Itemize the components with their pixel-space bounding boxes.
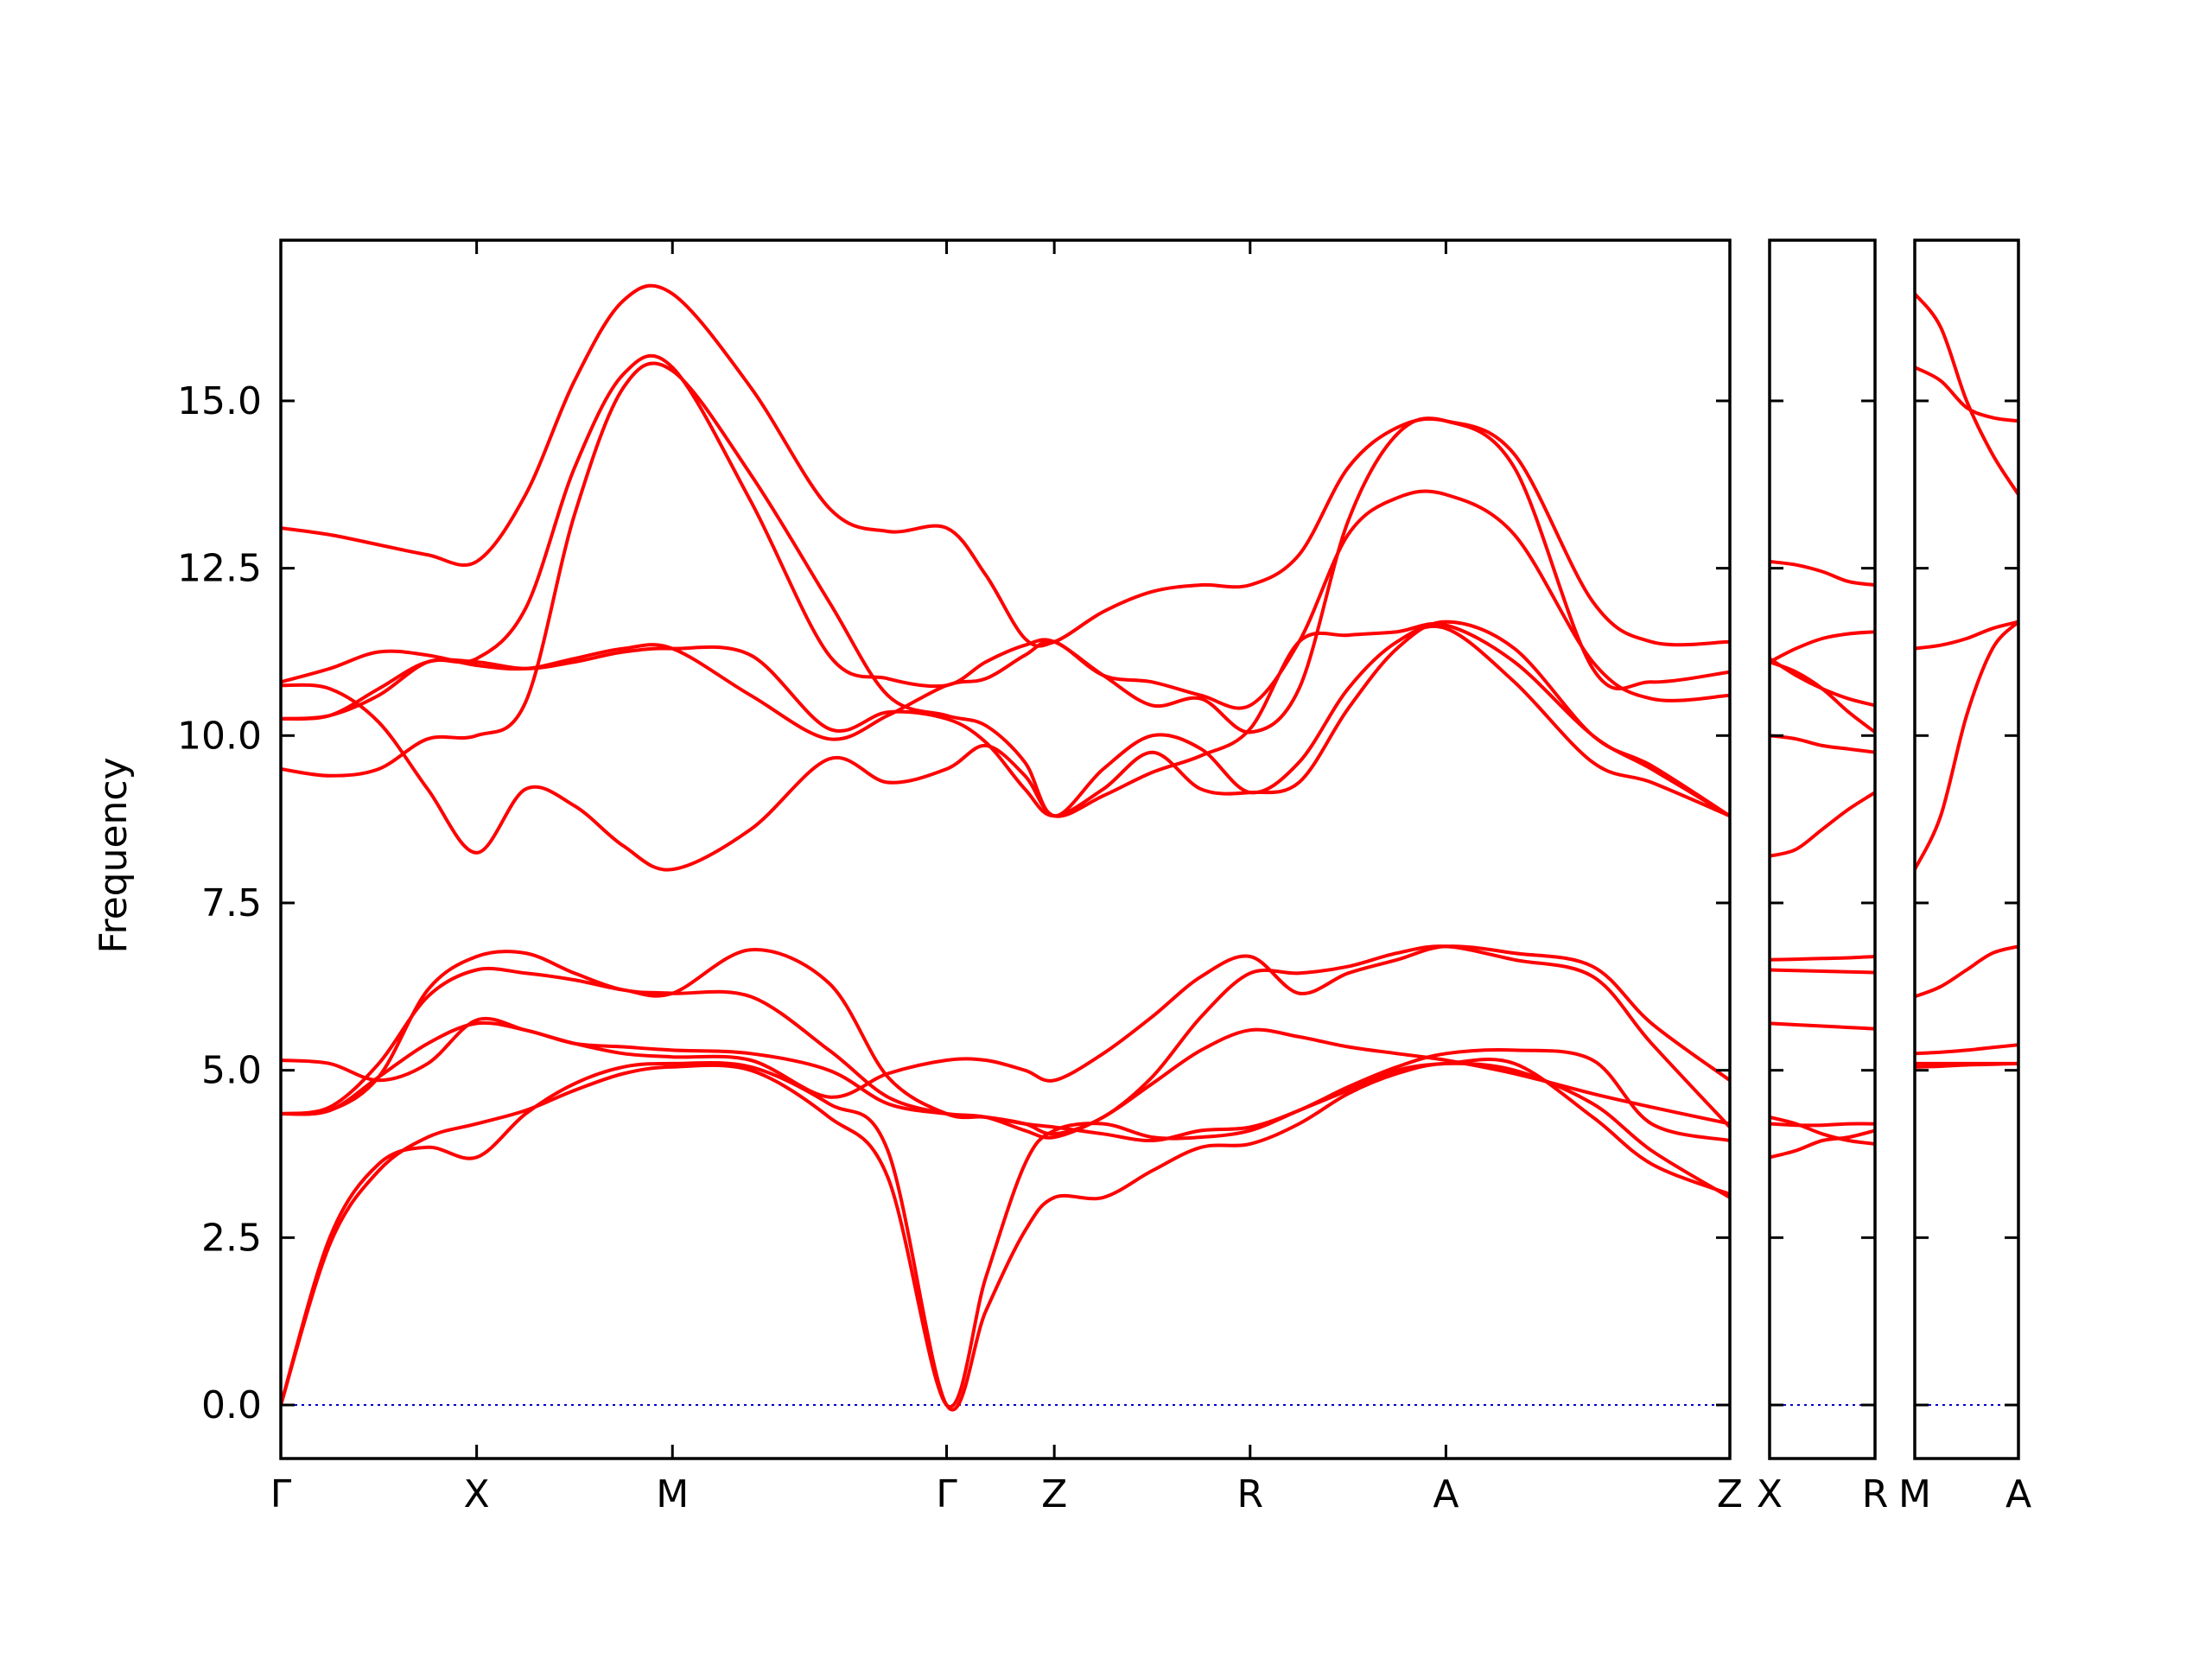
band-line	[281, 353, 1730, 734]
y-tick-label: 2.5	[201, 1216, 262, 1260]
x-tick-label: M	[656, 1472, 689, 1516]
x-tick-label: Γ	[270, 1472, 292, 1516]
band-line	[1915, 944, 2018, 999]
band-line	[1770, 657, 1875, 708]
y-tick-label: 10.0	[177, 714, 262, 758]
band-line	[281, 1020, 1730, 1140]
band-line	[1770, 1021, 1875, 1031]
band-line	[1770, 660, 1875, 734]
x-tick-label: A	[2005, 1472, 2031, 1516]
band-line	[281, 489, 1730, 741]
plot-frame	[1768, 238, 1877, 1460]
band-line	[1770, 791, 1875, 858]
band-line	[281, 283, 1730, 648]
x-tick-label: X	[464, 1472, 490, 1516]
y-tick-label: 7.5	[201, 881, 262, 925]
band-line	[281, 361, 1730, 818]
band-line	[1770, 1128, 1875, 1160]
x-tick-label: R	[1862, 1472, 1889, 1516]
x-tick-label: A	[1433, 1472, 1459, 1516]
plot-frame	[279, 238, 1732, 1460]
y-tick-label: 5.0	[201, 1049, 262, 1093]
band-line	[1915, 620, 2018, 651]
y-tick-labels: 0.0 2.5 5.0 7.5 10.0 12.5 15.0	[177, 379, 262, 1427]
band-line	[281, 1058, 1730, 1409]
x-tick-label: Z	[1717, 1472, 1743, 1516]
band-line	[1770, 559, 1875, 587]
band-line	[281, 950, 1730, 1143]
y-tick-label: 15.0	[177, 379, 262, 423]
band-line	[281, 1060, 1730, 1412]
x-tick-label: R	[1236, 1472, 1263, 1516]
band-line	[1915, 365, 2018, 423]
band-line	[1770, 968, 1875, 975]
band-line	[281, 944, 1730, 1136]
plot-frame	[1913, 238, 2020, 1460]
band-line	[1915, 620, 2018, 872]
band-line	[1770, 734, 1875, 754]
x-tick-label: X	[1757, 1472, 1783, 1516]
x-tick-label: Z	[1041, 1472, 1067, 1516]
band-line	[1770, 955, 1875, 962]
y-tick-label: 0.0	[201, 1383, 262, 1427]
band-line	[1770, 1115, 1875, 1146]
band-line	[1770, 630, 1875, 664]
band-line	[1915, 1043, 2018, 1056]
band-line	[1915, 292, 2018, 497]
band-line	[1770, 1122, 1875, 1128]
y-axis-label: Frequency	[92, 757, 136, 953]
y-tick-label: 12.5	[177, 547, 262, 591]
x-tick-label: Γ	[936, 1472, 957, 1516]
x-tick-label: M	[1898, 1472, 1931, 1516]
band-line	[281, 621, 1730, 872]
